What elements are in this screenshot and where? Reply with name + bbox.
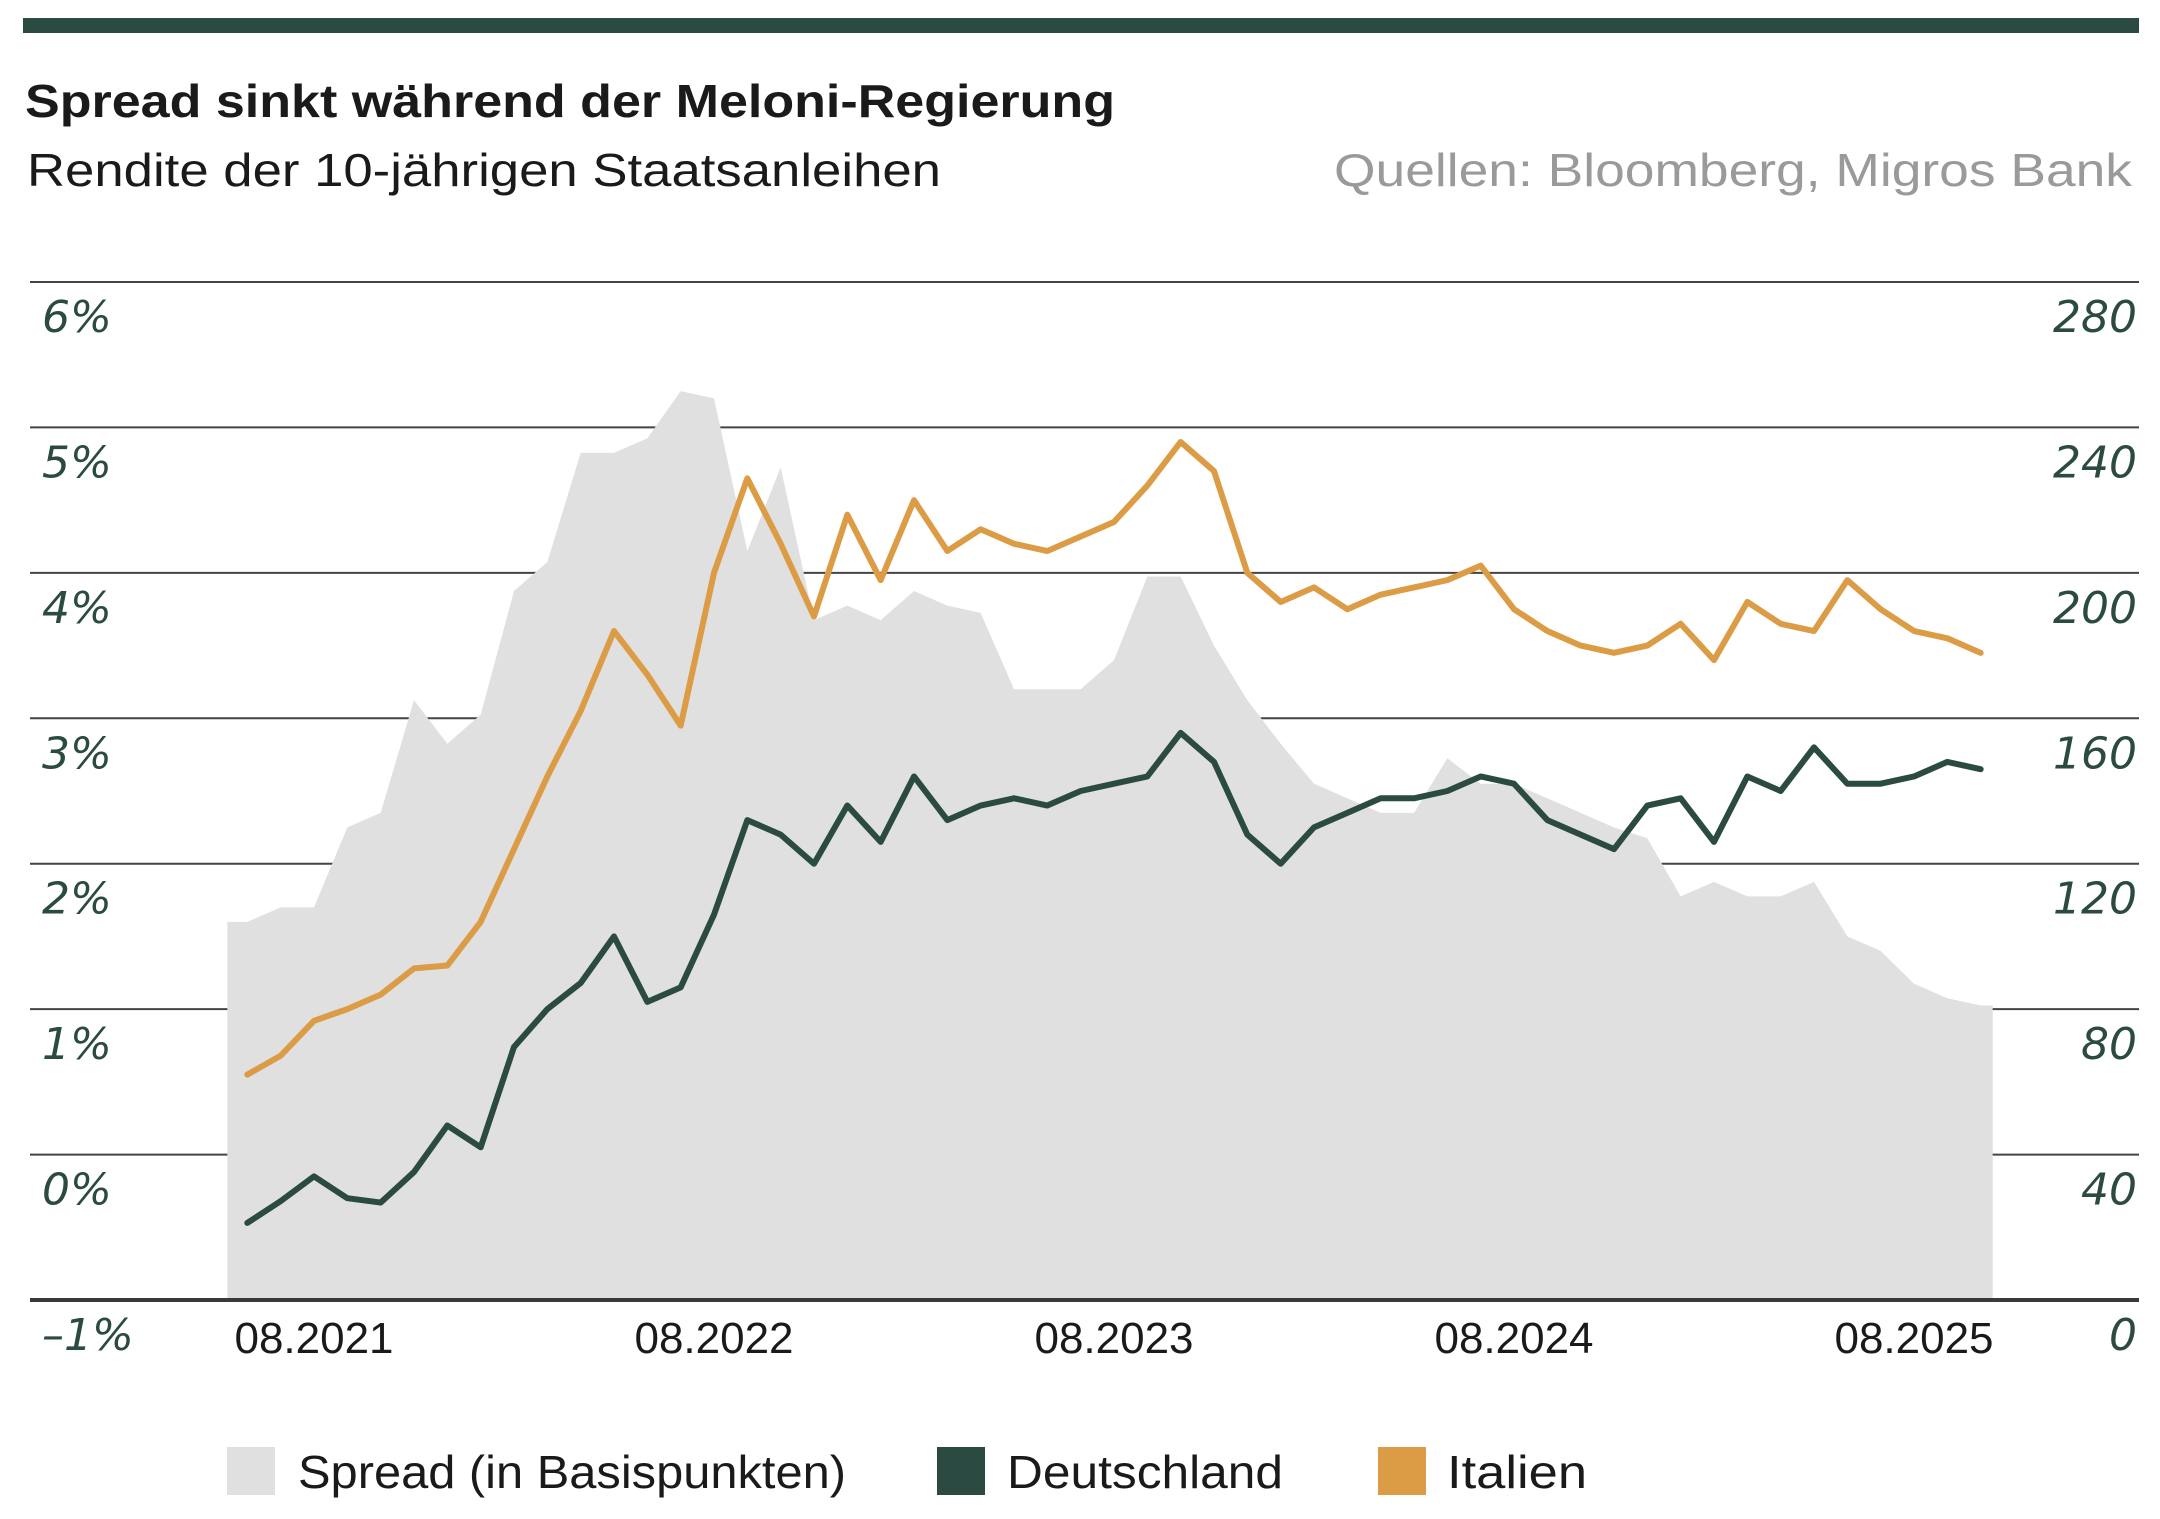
- y-right-tick-label: 160: [2053, 728, 2137, 779]
- legend-swatch-deutschland: [937, 1447, 985, 1495]
- y-right-tick-label: 40: [2081, 1165, 2137, 1216]
- y-right-tick-label: 120: [2053, 874, 2137, 925]
- x-tick-label: 08.2024: [1434, 1314, 1593, 1363]
- y-axis-right: 280 240 200 160 120 80 40 0: [2053, 292, 2137, 1361]
- line-layer: [244, 438, 1984, 1226]
- y-left-tick-label: –1%: [42, 1310, 134, 1361]
- y-left-tick-label: 2%: [42, 874, 112, 925]
- chart-subtitle: Rendite der 10-jährigen Staatsanleihen: [27, 144, 941, 196]
- y-right-tick-label: 280: [2053, 292, 2137, 343]
- y-left-tick-label: 5%: [42, 437, 112, 488]
- x-tick-label: 08.2021: [234, 1314, 393, 1363]
- chart-title: Spread sinkt während der Meloni-Regierun…: [25, 75, 1115, 127]
- legend-swatch-italien: [1378, 1447, 1426, 1495]
- y-left-tick-label: 4%: [42, 583, 112, 634]
- y-right-tick-label: 200: [2053, 583, 2137, 634]
- y-left-tick-label: 3%: [42, 728, 112, 779]
- y-left-tick-label: 1%: [42, 1019, 112, 1070]
- y-right-tick-label: 0: [2109, 1310, 2137, 1361]
- x-tick-label: 08.2022: [634, 1314, 793, 1363]
- legend-label-spread: Spread (in Basispunkten): [298, 1446, 846, 1498]
- x-tick-label: 08.2023: [1034, 1314, 1193, 1363]
- legend-item-spread: Spread (in Basispunkten): [227, 1446, 846, 1498]
- y-right-tick-label: 240: [2053, 437, 2137, 488]
- legend-label-deutschland: Deutschland: [1007, 1446, 1283, 1498]
- legend: Spread (in Basispunkten) Deutschland Ita…: [227, 1446, 1587, 1498]
- legend-item-deutschland: Deutschland: [937, 1446, 1283, 1498]
- x-tick-label: 08.2025: [1834, 1314, 1993, 1363]
- chart-source: Quellen: Bloomberg, Migros Bank: [1334, 144, 2133, 196]
- y-right-tick-label: 80: [2081, 1019, 2137, 1070]
- spread-area-layer: [30, 391, 2139, 1302]
- y-left-tick-label: 0%: [42, 1165, 112, 1216]
- y-left-tick-label: 6%: [42, 292, 112, 343]
- legend-swatch-spread: [227, 1447, 275, 1495]
- spread-area: [227, 391, 1993, 1301]
- deutschland-line: [244, 729, 1984, 1226]
- legend-label-italien: Italien: [1447, 1446, 1587, 1498]
- y-axis-left: 6% 5% 4% 3% 2% 1% 0% –1%: [42, 292, 134, 1361]
- x-axis: 08.2021 08.2022 08.2023 08.2024 08.2025: [234, 1314, 1993, 1363]
- accent-bar: [23, 18, 2139, 33]
- italien-line: [244, 438, 1984, 1078]
- legend-item-italien: Italien: [1378, 1446, 1587, 1498]
